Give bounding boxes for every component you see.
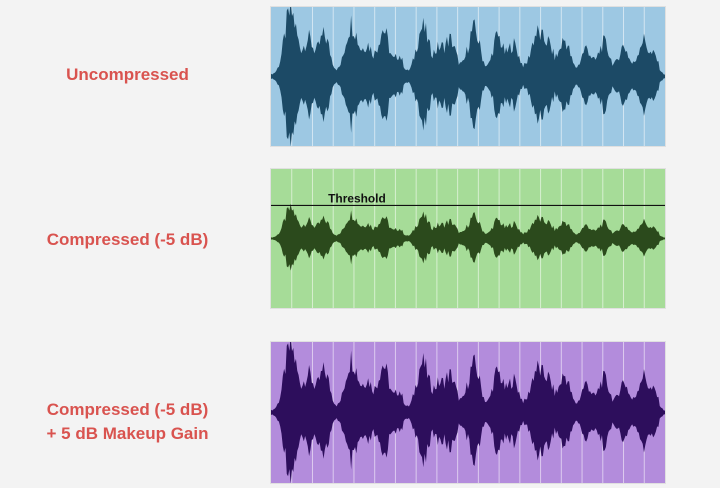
label-line: Uncompressed (66, 65, 189, 84)
waveform (271, 203, 665, 271)
label-uncompressed: Uncompressed (0, 63, 255, 87)
panel-compressed: Threshold (270, 168, 666, 309)
label-makeup-gain: Compressed (-5 dB) + 5 dB Makeup Gain (0, 398, 255, 446)
threshold-label: Threshold (328, 192, 386, 206)
waveform-svg-makeup-gain (271, 342, 665, 483)
waveform (271, 7, 665, 146)
row-makeup-gain: Compressed (-5 dB) + 5 dB Makeup Gain (0, 320, 720, 488)
panel-makeup-gain (270, 341, 666, 484)
waveform-svg-uncompressed (271, 7, 665, 146)
waveform-svg-compressed: Threshold (271, 169, 665, 308)
row-uncompressed: Uncompressed (0, 0, 720, 150)
label-line: + 5 dB Makeup Gain (46, 424, 209, 443)
label-line: Compressed (-5 dB) (46, 230, 209, 249)
row-compressed: Compressed (-5 dB) Threshold (0, 150, 720, 320)
panel-uncompressed (270, 6, 666, 147)
waveform (271, 342, 665, 483)
label-compressed: Compressed (-5 dB) (0, 228, 255, 252)
label-line: Compressed (-5 dB) (46, 400, 209, 419)
